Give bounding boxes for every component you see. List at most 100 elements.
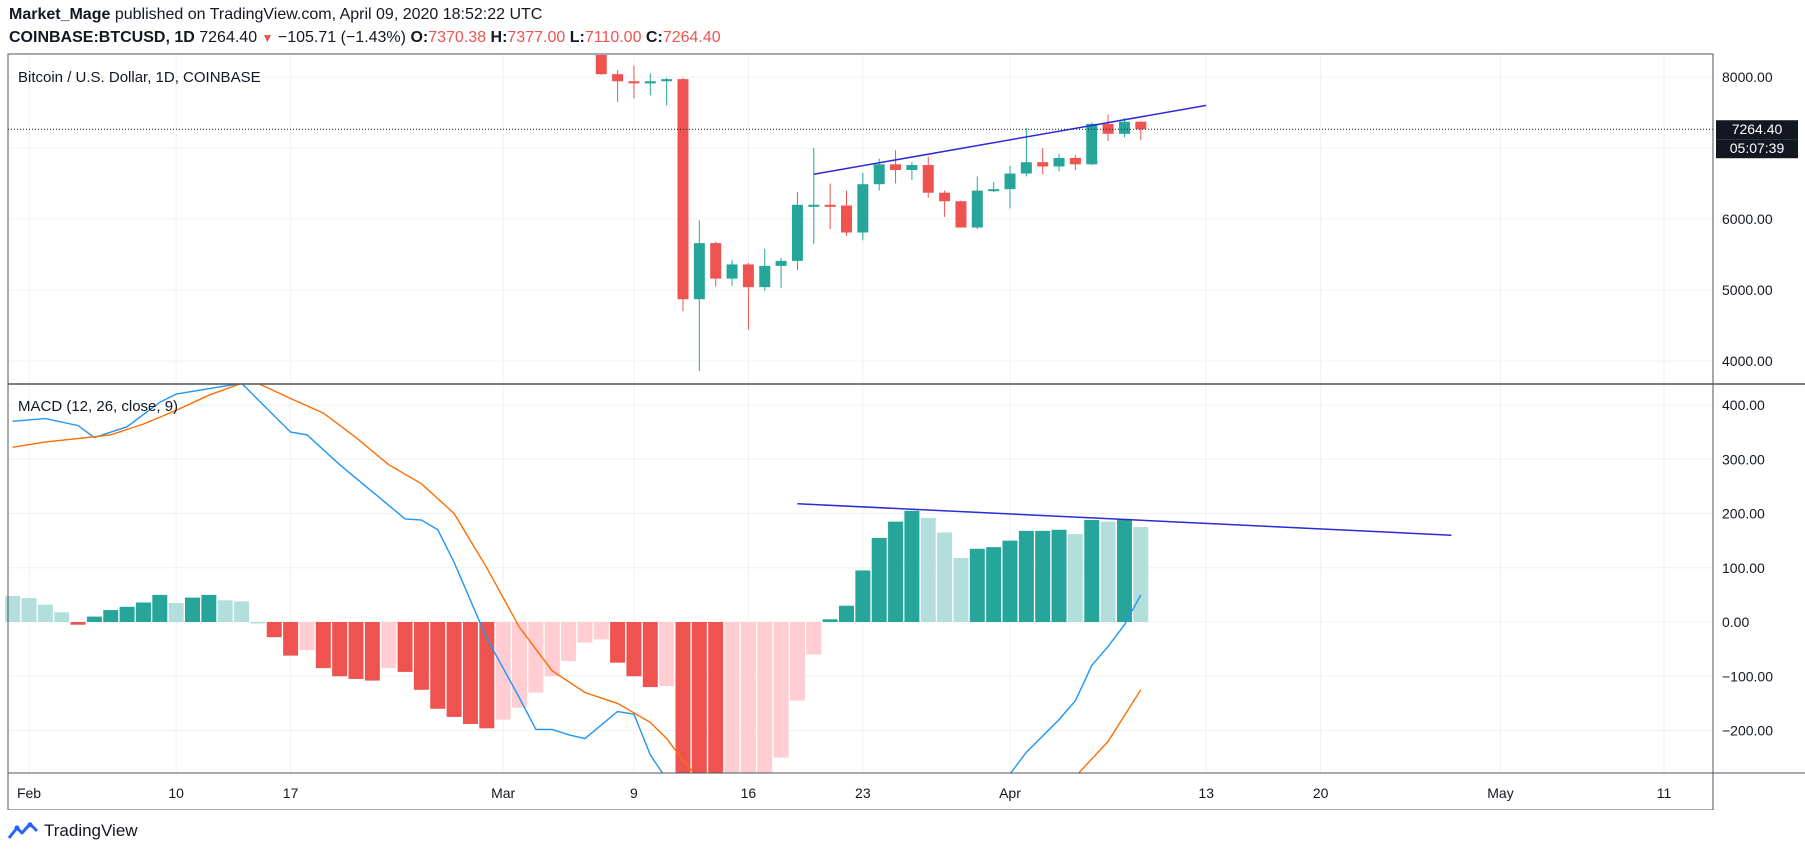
macd-histogram-bar	[921, 518, 936, 622]
macd-histogram-bar	[953, 558, 968, 622]
macd-histogram-bar	[1035, 531, 1050, 622]
candle-body	[645, 81, 656, 83]
macd-histogram-bar	[626, 622, 641, 676]
macd-tick-label: −100.00	[1722, 668, 1773, 684]
macd-histogram-bar	[806, 622, 821, 655]
candle-body	[694, 243, 705, 299]
candle	[988, 182, 999, 192]
time-tick-label: 20	[1313, 785, 1329, 801]
candle	[939, 191, 950, 217]
macd-histogram-bar	[447, 622, 462, 717]
macd-histogram-bar	[120, 607, 135, 622]
macd-histogram-bar	[594, 622, 609, 639]
signal-line	[1075, 690, 1140, 777]
macd-tick-label: 300.00	[1722, 451, 1765, 467]
price-tick-label: 8000.00	[1722, 69, 1773, 85]
macd-histogram-bar	[545, 622, 560, 676]
time-tick-label: 23	[855, 785, 871, 801]
macd-histogram-bar	[463, 622, 478, 724]
candle	[776, 258, 787, 288]
macd-tick-label: 0.00	[1722, 614, 1749, 630]
last-price-badge-text: 7264.40	[1732, 121, 1783, 137]
macd-histogram-bar	[152, 595, 167, 622]
time-tick-label: 13	[1198, 785, 1214, 801]
candle	[1021, 128, 1032, 176]
macd-histogram-bar	[1084, 520, 1099, 622]
candle-body	[857, 184, 868, 232]
chart-canvas[interactable]: 8000.007000.006000.005000.004000.00400.0…	[0, 0, 1805, 810]
macd-histogram-bar	[610, 622, 625, 663]
candle	[857, 173, 868, 240]
plot-border	[8, 54, 1713, 773]
candle-body	[596, 55, 607, 74]
macd-histogram-bar	[71, 622, 86, 625]
candle	[661, 78, 672, 106]
candle	[890, 150, 901, 183]
candle	[727, 260, 738, 286]
last-price-badge: 7264.40	[1716, 120, 1798, 139]
candle	[972, 176, 983, 229]
macd-histogram-bar	[725, 622, 740, 773]
candle-body	[1021, 162, 1032, 173]
countdown-badge: 05:07:39	[1716, 139, 1798, 158]
macd-histogram-bar	[169, 603, 184, 622]
macd-histogram-bar	[1101, 522, 1116, 622]
macd-tick-label: 200.00	[1722, 506, 1765, 522]
macd-histogram-bar	[316, 622, 331, 668]
macd-histogram-bar	[741, 622, 756, 773]
candle	[1054, 154, 1065, 172]
candle	[906, 162, 917, 180]
macd-histogram-bar	[332, 622, 347, 676]
candle-body	[1103, 124, 1114, 134]
candle-body	[939, 193, 950, 202]
candle-body	[1070, 158, 1081, 164]
macd-histogram-bar	[365, 622, 380, 681]
macd-histogram-bar	[218, 600, 233, 622]
time-tick-label: May	[1487, 785, 1513, 801]
macd-histogram-bar	[398, 622, 413, 672]
candle-body	[972, 191, 983, 228]
macd-histogram-bar	[692, 622, 707, 773]
macd-histogram-bar	[381, 622, 396, 668]
macd-histogram-bar	[577, 622, 592, 643]
candle	[808, 148, 819, 244]
signal-line	[13, 383, 700, 779]
candle-body	[743, 264, 754, 287]
macd-histogram-bar	[823, 619, 838, 622]
macd-histogram-bar	[986, 547, 1001, 622]
macd-histogram-bar	[414, 622, 429, 690]
macd-tick-label: −200.00	[1722, 723, 1773, 739]
macd-histogram-bar	[839, 606, 854, 622]
price-tick-label: 5000.00	[1722, 282, 1773, 298]
candle-body	[825, 205, 836, 207]
candle-body	[1005, 174, 1016, 190]
time-tick-label: 11	[1657, 785, 1672, 801]
price-panel-title: Bitcoin / U.S. Dollar, 1D, COINBASE	[18, 69, 261, 86]
macd-histogram-bar	[676, 622, 691, 773]
tradingview-footer[interactable]: TradingView	[8, 821, 138, 841]
candle	[628, 66, 639, 99]
macd-histogram-bar	[888, 522, 903, 622]
candle	[612, 70, 623, 102]
candle	[841, 191, 852, 236]
candle-body	[1135, 122, 1146, 129]
time-tick-label: Feb	[17, 785, 41, 801]
macd-histogram-bar	[299, 622, 314, 650]
macd-histogram-bar	[643, 622, 658, 687]
time-tick-label: Apr	[999, 785, 1021, 801]
macd-histogram-bar	[185, 598, 200, 622]
macd-histogram-bar	[201, 595, 216, 622]
macd-histogram-bar	[970, 549, 985, 622]
macd-histogram-bar	[349, 622, 364, 679]
macd-histogram-bar	[22, 598, 37, 622]
candle	[678, 78, 689, 312]
time-tick-label: 17	[283, 785, 299, 801]
macd-histogram-bar	[1117, 519, 1132, 622]
price-tick-label: 4000.00	[1722, 353, 1773, 369]
macd-histogram-bar	[790, 622, 805, 701]
candle-body	[1119, 122, 1130, 134]
macd-histogram-bar	[855, 570, 870, 622]
candle	[710, 242, 721, 287]
candle	[759, 249, 770, 291]
macd-histogram-bar	[1068, 534, 1083, 622]
